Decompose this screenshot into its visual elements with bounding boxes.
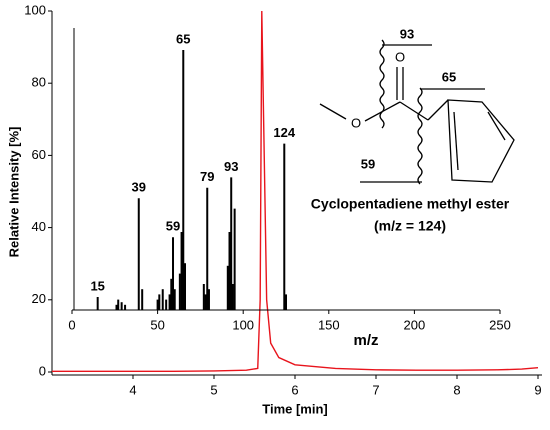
y-tick-label: 80 [32,75,46,90]
fragment-label: 59 [361,156,375,171]
compound-name: Cyclopentadiene methyl ester [311,196,510,212]
y-tick-label: 60 [32,147,46,162]
x-tick-label: 100 [232,317,254,332]
inset-x-axis-title: m/z [353,332,378,349]
compound-note: (m/z = 124) [374,218,446,234]
peak-label: 79 [200,169,214,184]
peak-label: 39 [132,180,146,195]
y-tick-label: 20 [32,291,46,306]
bond [427,99,449,121]
fragment-label: 65 [442,69,456,84]
bond [319,103,347,120]
atom: O [351,115,361,130]
x-tick-label: 8 [453,382,460,397]
x-tick-label: 0 [68,317,75,332]
x-tick-label: 50 [150,317,164,332]
atom: O [395,49,405,64]
y-tick-label: 0 [39,363,46,378]
y-tick-label: 40 [32,219,46,234]
x-tick-label: 250 [489,317,511,332]
peak-label: 124 [273,125,295,140]
peak-label: 65 [176,31,190,46]
peak-label: 59 [166,219,180,234]
bond [487,111,506,141]
bond [399,101,429,121]
fragment-label: 93 [400,26,414,41]
data-line [52,10,539,372]
x-tick-label: 5 [210,382,217,397]
x-axis-title: Time [min] [262,401,328,416]
bond [453,111,459,171]
x-tick-label: 150 [318,317,340,332]
x-tick-label: 7 [372,382,379,397]
structure [319,39,515,185]
x-tick-label: 200 [404,317,426,332]
y-tick-label: 100 [24,2,46,17]
peak-label: 93 [224,159,238,174]
x-tick-label: 6 [291,382,298,397]
x-tick-label: 4 [129,382,136,397]
x-tick-label: 9 [534,382,541,397]
y-axis-title: Relative Intensity [%] [6,127,21,258]
cleavage [417,87,423,185]
ring [447,99,515,183]
cleavage [379,39,385,129]
peak-label: 15 [90,278,104,293]
